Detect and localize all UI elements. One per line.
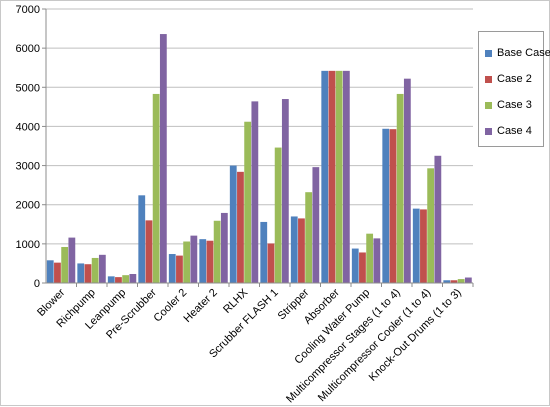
legend-swatch (485, 101, 492, 109)
bar (46, 260, 54, 283)
bar (382, 128, 390, 283)
bars (46, 34, 472, 284)
bar (129, 273, 137, 283)
bar (274, 147, 282, 283)
bar (190, 235, 198, 283)
axes (42, 8, 474, 287)
bar (312, 167, 320, 283)
x-tick-label: Heater 2 (182, 287, 220, 325)
bar (443, 280, 451, 283)
y-tick-label: 5000 (16, 82, 40, 94)
bar (366, 233, 374, 283)
bar (107, 276, 115, 283)
bar (281, 99, 289, 284)
y-tick-label: 4000 (16, 121, 40, 133)
bar (54, 262, 61, 283)
bar (290, 216, 298, 283)
bar (427, 168, 435, 283)
bar (342, 70, 350, 284)
bar (464, 277, 472, 283)
bar (457, 279, 465, 283)
bar (373, 238, 381, 283)
bar (335, 70, 343, 284)
legend-label: Case 4 (497, 125, 532, 137)
bar (176, 255, 183, 283)
y-tick-label: 1000 (16, 239, 40, 251)
bar (213, 220, 221, 283)
bar (98, 254, 106, 283)
bar (412, 208, 420, 283)
bar (138, 195, 146, 283)
bar (260, 221, 268, 283)
legend-label: Case 3 (497, 99, 532, 111)
bar (183, 241, 191, 283)
gridlines (46, 8, 473, 245)
bar (61, 246, 69, 283)
bar (220, 212, 228, 283)
bar (321, 70, 329, 284)
bar (305, 192, 313, 283)
bar (115, 277, 122, 283)
bar (244, 121, 252, 283)
bar (328, 70, 336, 284)
bar (168, 254, 176, 283)
legend-label: Case 2 (497, 73, 532, 85)
legend-item: Base Case (479, 40, 550, 66)
bar (206, 240, 214, 283)
y-tick-label: 0 (34, 278, 40, 290)
legend-item: Case 3 (479, 92, 543, 118)
bar (91, 257, 99, 283)
bar (403, 78, 411, 283)
legend-swatch (485, 49, 492, 57)
bar (267, 243, 275, 283)
bar (450, 280, 458, 283)
bar (122, 275, 130, 283)
bar (434, 155, 442, 283)
legend-item: Case 4 (479, 118, 543, 144)
bar (159, 34, 167, 284)
bar (420, 209, 427, 283)
y-tick-label: 2000 (16, 200, 40, 212)
bar (251, 101, 259, 284)
bar (237, 171, 244, 283)
bar (229, 165, 237, 283)
legend-item: Case 2 (479, 66, 543, 92)
bar (152, 93, 160, 283)
legend-swatch (485, 127, 492, 135)
bar (298, 218, 305, 283)
bar (145, 220, 153, 283)
legend-label: Base Case (497, 47, 550, 59)
bar (84, 264, 92, 283)
bar (396, 93, 404, 283)
bar (351, 248, 359, 283)
y-tick-label: 6000 (16, 43, 40, 55)
x-tick-label: Multicompressor Cooler (1 to 4) (316, 287, 433, 404)
legend: Base Case Case 2 Case 3 Case 4 (478, 31, 550, 147)
y-tick-label: 7000 (16, 4, 40, 16)
bar (389, 129, 397, 283)
y-tick-label: 3000 (16, 161, 40, 173)
bar (68, 237, 76, 283)
legend-swatch (485, 75, 492, 83)
bar (77, 263, 85, 283)
bar (359, 252, 366, 283)
bar (199, 239, 207, 283)
